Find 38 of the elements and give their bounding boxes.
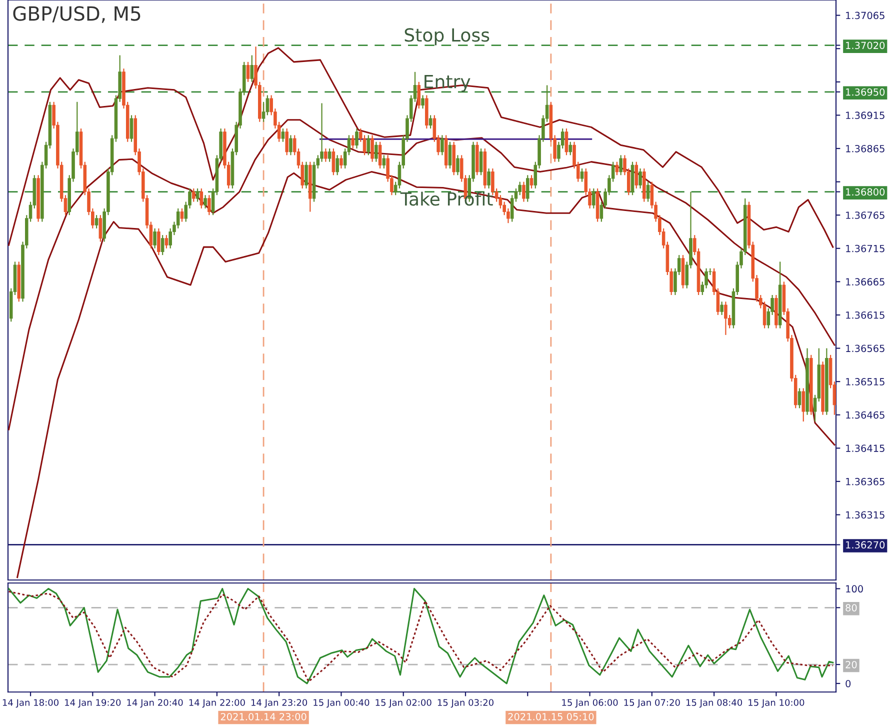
y-tick-label: 100 xyxy=(846,585,863,593)
x-tick-label: 15 Jan 07:20 xyxy=(624,699,680,708)
y-tick-label: 1.36270 xyxy=(846,541,885,549)
x-tick-label: 15 Jan 08:40 xyxy=(686,699,742,708)
x-tick-label: 14 Jan 19:20 xyxy=(65,699,121,708)
y-tick-label: 1.36615 xyxy=(846,311,884,319)
y-tick-label: 1.36915 xyxy=(846,112,884,120)
y-tick-label: 1.36515 xyxy=(846,378,884,386)
y-tick-label: 1.36465 xyxy=(846,411,884,419)
ref-line-label: Take Profit xyxy=(400,192,493,206)
x-tick-label: 15 Jan 10:00 xyxy=(748,699,804,708)
y-tick-label: 1.36665 xyxy=(846,278,884,286)
y-tick-label: 1.36565 xyxy=(846,344,884,352)
chart-title: GBP/USD, M5 xyxy=(13,6,140,23)
ref-line-label: 2021.01.15 05:10 xyxy=(508,713,594,720)
x-tick-label: 14 Jan 22:00 xyxy=(189,699,245,708)
x-tick-label: 14 Jan 20:40 xyxy=(127,699,183,708)
y-tick-label: 80 xyxy=(846,604,857,612)
y-tick-label: 1.36365 xyxy=(846,478,884,486)
y-tick-label: 1.36415 xyxy=(846,444,884,452)
y-tick-label: 1.36865 xyxy=(846,144,884,152)
ref-line-label: Stop Loss xyxy=(404,28,490,46)
ref-line-label: 2021.01.14 23:00 xyxy=(220,713,306,720)
y-tick-label: 1.36765 xyxy=(846,212,884,219)
x-tick-label: 14 Jan 23:20 xyxy=(251,699,308,708)
y-tick-label: 0 xyxy=(846,680,851,688)
y-tick-label: 1.36715 xyxy=(846,244,884,252)
y-tick-label: 1.36950 xyxy=(846,88,885,96)
x-tick-label: 15 Jan 00:40 xyxy=(314,699,370,708)
y-tick-label: 1.37020 xyxy=(846,42,885,50)
y-tick-label: 1.36800 xyxy=(846,188,885,196)
x-tick-label: 15 Jan 03:20 xyxy=(438,699,494,708)
y-tick-label: 1.36315 xyxy=(846,511,884,519)
y-tick-label: 1.37065 xyxy=(846,12,884,20)
x-tick-label: 14 Jan 18:00 xyxy=(2,699,59,708)
y-tick-label: 20 xyxy=(846,660,857,668)
x-tick-label: 15 Jan 02:00 xyxy=(376,699,432,708)
x-tick-label: 15 Jan 06:00 xyxy=(562,699,618,708)
